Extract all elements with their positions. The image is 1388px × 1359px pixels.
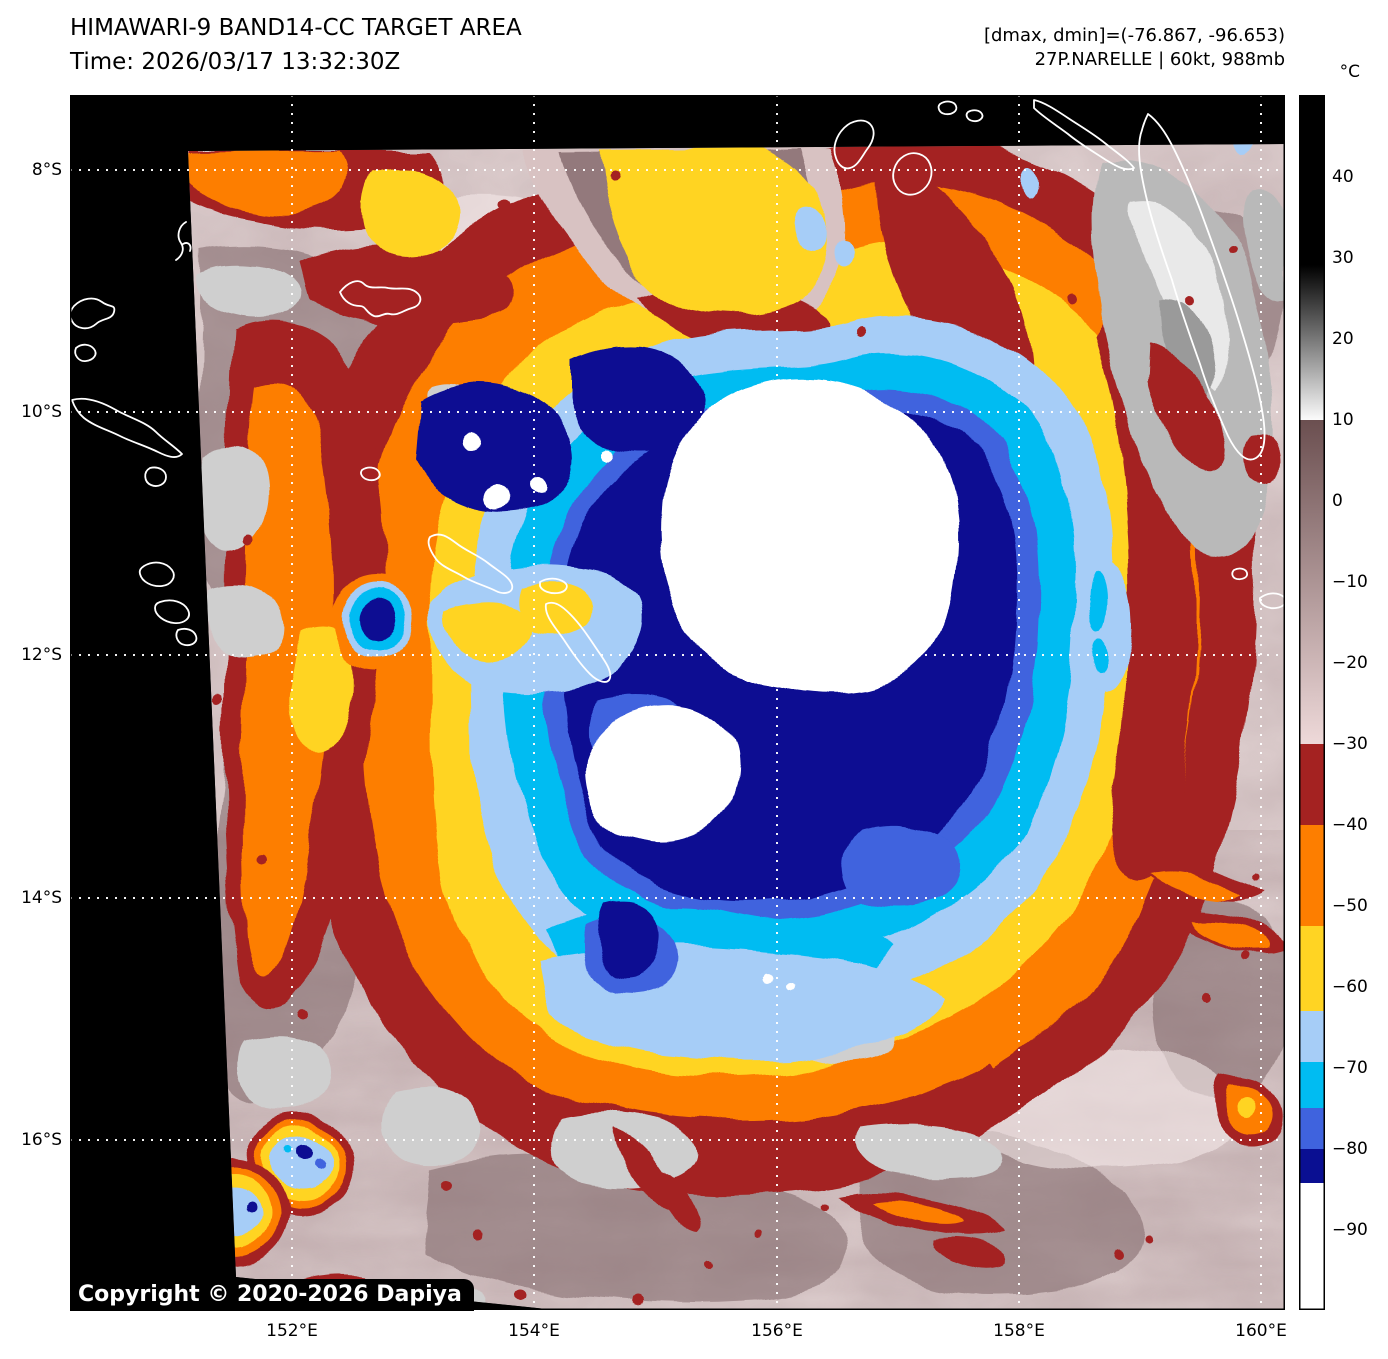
map-frame — [70, 95, 1285, 1310]
lon-tick-154e: 154°E — [508, 1321, 560, 1341]
cb-tick-30: 30 — [1332, 248, 1354, 268]
lon-tick-158e: 158°E — [993, 1321, 1045, 1341]
dmax-dmin-readout: [dmax, dmin]=(-76.867, -96.653) — [983, 25, 1285, 46]
lon-tick-160e: 160°E — [1235, 1321, 1287, 1341]
coastlines — [70, 99, 1285, 683]
satellite-map — [70, 95, 1285, 1310]
colorbar-gradient — [1299, 95, 1325, 1310]
lon-tick-152e: 152°E — [266, 1321, 318, 1341]
lat-tick-12s: 12°S — [21, 645, 62, 665]
page-title: HIMAWARI-9 BAND14-CC TARGET AREA — [70, 15, 522, 41]
lat-tick-14s: 14°S — [21, 888, 62, 908]
timestamp: Time: 2026/03/17 13:32:30Z — [70, 49, 401, 75]
no-data-left-strip — [70, 151, 556, 1310]
cb-tick-m90: −90 — [1332, 1220, 1368, 1240]
lon-tick-156e: 156°E — [751, 1321, 803, 1341]
colorbar-frame — [1299, 95, 1325, 1310]
cb-tick-m50: −50 — [1332, 896, 1368, 916]
cb-tick-m20: −20 — [1332, 653, 1368, 673]
cb-tick-40: 40 — [1332, 167, 1354, 187]
cb-tick-m40: −40 — [1332, 815, 1368, 835]
no-data-top-strip — [70, 95, 1285, 151]
cb-tick-m80: −80 — [1332, 1139, 1368, 1159]
satellite-image — [188, 144, 1285, 1310]
copyright-notice: Copyright © 2020-2026 Dapiya — [70, 1279, 474, 1311]
cb-tick-0: 0 — [1332, 491, 1343, 511]
storm-info: 27P.NARELLE | 60kt, 988mb — [1034, 49, 1285, 70]
cb-tick-m70: −70 — [1332, 1058, 1368, 1078]
colorbar-unit: °C — [1339, 62, 1360, 82]
convective-speckles — [213, 171, 1264, 1305]
colorbar — [1299, 95, 1325, 1310]
lat-tick-16s: 16°S — [21, 1130, 62, 1150]
cb-tick-m60: −60 — [1332, 977, 1368, 997]
cb-tick-m30: −30 — [1332, 734, 1368, 754]
cb-tick-20: 20 — [1332, 329, 1354, 349]
cb-tick-m10: −10 — [1332, 572, 1368, 592]
lat-tick-10s: 10°S — [21, 402, 62, 422]
lat-tick-8s: 8°S — [31, 160, 62, 180]
cb-tick-10: 10 — [1332, 410, 1354, 430]
